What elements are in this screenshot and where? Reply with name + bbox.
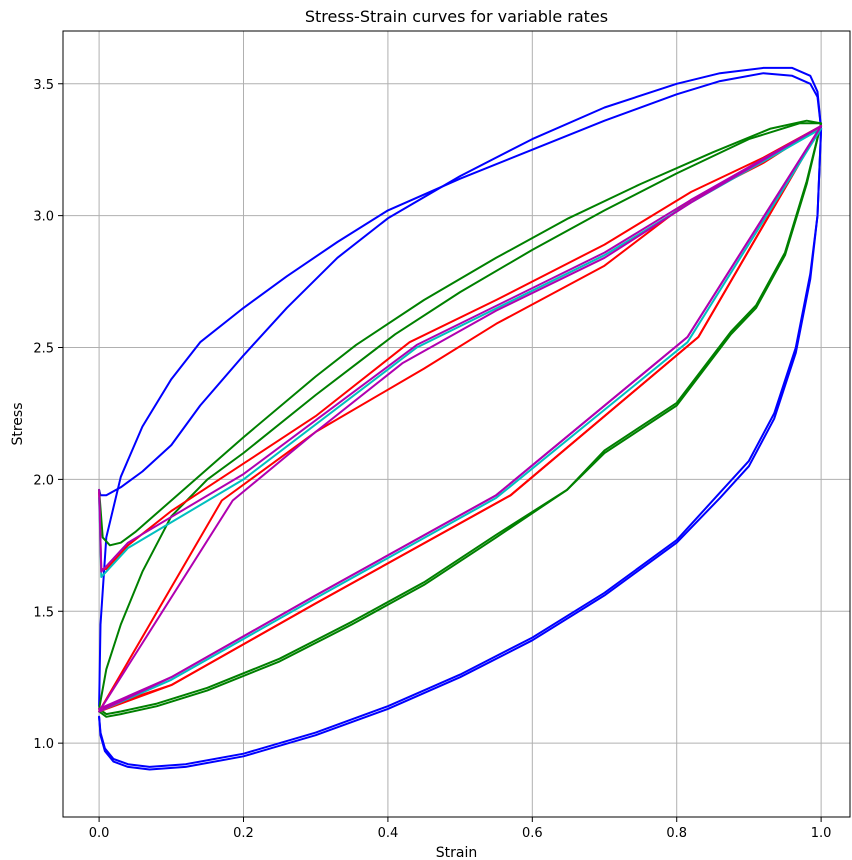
y-tick-label: 1.0: [33, 737, 54, 752]
y-tick-label: 1.5: [33, 605, 54, 620]
x-tick-label: 1.0: [811, 826, 832, 841]
x-tick-label: 0.8: [666, 826, 687, 841]
series-line-9: [98, 125, 823, 713]
y-tick-label: 3.0: [33, 210, 54, 225]
series-line-4: [98, 122, 823, 716]
y-tick-label: 3.5: [33, 78, 54, 93]
x-tick-label: 0.6: [522, 826, 543, 841]
series-lines: [98, 66, 823, 771]
y-axis-label: Stress: [10, 402, 26, 445]
chart-title: Stress-Strain curves for variable rates: [305, 7, 608, 26]
x-tick-label: 0.2: [233, 826, 254, 841]
x-tick-label: 0.0: [89, 826, 110, 841]
x-axis-label: Strain: [436, 845, 477, 860]
axis-ticks: 0.0 0.2 0.4 0.6 0.8 1.0 1.0 1.5 2.0 2.5 3.0 3.5: [33, 78, 831, 841]
plot-area-frame: [62, 30, 851, 818]
x-tick-label: 0.4: [378, 826, 399, 841]
y-tick-label: 2.0: [33, 473, 54, 488]
y-tick-label: 2.5: [33, 342, 54, 357]
